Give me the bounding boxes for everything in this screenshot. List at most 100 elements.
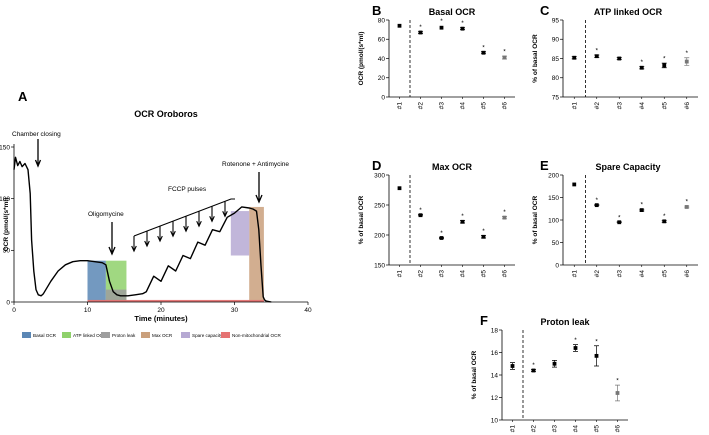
x-tick-label-b: #6 — [502, 102, 509, 110]
chart-title-d: Max OCR — [432, 162, 473, 172]
panel-letter-a: A — [18, 89, 28, 104]
data-point — [617, 220, 622, 225]
x-tick-label-f: #5 — [594, 425, 601, 433]
legend-swatch — [101, 332, 110, 338]
x-tick-label-e: #3 — [616, 270, 623, 278]
x-tick-label-b: #3 — [439, 102, 446, 110]
panel-letter-e: E — [540, 158, 549, 173]
y-axis-label-a: OCR (pmol/(s*ml) — [3, 198, 10, 252]
data-point — [510, 364, 515, 368]
y-axis-label-f: % of basal OCR — [471, 350, 478, 399]
data-point — [572, 182, 577, 187]
y-tick-label-b: 80 — [378, 17, 386, 24]
x-tick-label-c: #1 — [571, 102, 578, 110]
arrow-chamber-closing — [34, 139, 42, 168]
significance-marker: * — [595, 48, 598, 55]
data-point — [684, 205, 689, 209]
x-tick-label-c: #2 — [594, 102, 601, 110]
x-tick-label-e: #2 — [594, 270, 601, 278]
x-tick-label-e: #6 — [684, 270, 691, 278]
data-point — [684, 59, 689, 64]
y-tick-label-e: 100 — [548, 217, 559, 224]
y-tick-label-a: 100 — [0, 196, 10, 203]
x-tick-label-a: 20 — [157, 307, 165, 314]
x-tick-label-a: 10 — [84, 307, 92, 314]
chart-title-f: Proton leak — [540, 317, 590, 327]
region-max-ocr — [249, 206, 264, 302]
y-tick-label-a: 0 — [6, 299, 10, 306]
chart-title-e: Spare Capacity — [595, 162, 660, 172]
data-point — [594, 54, 599, 59]
data-point — [662, 63, 667, 68]
data-point — [460, 219, 465, 224]
x-tick-label-e: #1 — [571, 270, 578, 278]
legend-label: ATP linked OCR — [73, 333, 107, 338]
y-tick-label-c: 85 — [552, 56, 560, 63]
region-proton-leak — [105, 289, 127, 302]
y-tick-label-f: 10 — [491, 417, 499, 424]
legend-label: Non-mitochondrial OCR — [232, 333, 281, 338]
data-point — [502, 55, 507, 60]
significance-marker: * — [461, 213, 464, 220]
fccp-bracket-line — [133, 198, 235, 237]
legend-label: Spare capacity — [192, 333, 223, 338]
x-tick-label-b: #4 — [460, 102, 467, 110]
significance-marker: * — [482, 228, 485, 235]
data-point — [397, 186, 402, 191]
significance-marker: * — [640, 202, 643, 209]
y-axis-label-c: % of basal OCR — [532, 34, 539, 83]
significance-marker: * — [482, 44, 485, 51]
legend-label: Proton leak — [112, 333, 136, 338]
y-tick-label-c: 75 — [552, 94, 560, 101]
significance-marker: * — [419, 24, 422, 31]
data-point — [418, 30, 423, 35]
legend-swatch — [62, 332, 71, 338]
x-tick-label-d: #2 — [418, 270, 425, 278]
y-tick-label-d: 300 — [374, 172, 385, 179]
legend-swatch — [181, 332, 190, 338]
y-tick-label-e: 0 — [555, 262, 559, 269]
x-axis-label-a: Time (minutes) — [134, 314, 188, 323]
y-tick-label-b: 40 — [378, 56, 386, 63]
y-tick-label-b: 60 — [378, 37, 386, 44]
significance-marker: * — [663, 213, 666, 220]
annotation-rotenone-antimycine: Rotenone + Antimycine — [222, 161, 289, 168]
significance-marker: * — [618, 214, 621, 221]
arrow-fccp-pulse — [196, 211, 202, 228]
arrow-fccp-pulse — [222, 201, 228, 218]
significance-marker: * — [440, 230, 443, 237]
data-point — [573, 346, 578, 350]
y-tick-label-f: 14 — [491, 372, 499, 379]
significance-marker: * — [419, 207, 422, 214]
panel-letter-b: B — [372, 3, 381, 18]
data-point — [460, 26, 465, 31]
legend-swatch — [221, 332, 230, 338]
y-tick-label-b: 20 — [378, 75, 386, 82]
x-tick-label-c: #3 — [616, 102, 623, 110]
x-tick-label-d: #3 — [439, 270, 446, 278]
significance-marker: * — [616, 378, 619, 385]
significance-marker: * — [663, 56, 666, 63]
y-tick-label-d: 150 — [374, 262, 385, 269]
significance-marker: * — [640, 59, 643, 66]
data-point — [481, 50, 486, 55]
significance-marker: * — [595, 338, 598, 345]
data-point — [639, 65, 644, 70]
x-tick-label-d: #4 — [460, 270, 467, 278]
data-point — [439, 236, 444, 240]
data-point — [615, 391, 620, 395]
significance-marker: * — [461, 20, 464, 27]
y-tick-label-d: 250 — [374, 202, 385, 209]
arrow-fccp-pulse — [157, 226, 163, 243]
x-tick-label-f: #2 — [531, 425, 538, 433]
data-point — [397, 23, 402, 28]
region-spare-capacity — [230, 211, 250, 256]
chart-title-c: ATP linked OCR — [594, 7, 663, 17]
y-tick-label-e: 200 — [548, 172, 559, 179]
significance-marker: * — [595, 197, 598, 204]
x-tick-label-a: 0 — [12, 307, 16, 314]
x-tick-label-f: #6 — [615, 425, 622, 433]
legend-label: Max OCR — [152, 333, 173, 338]
x-tick-label-d: #5 — [481, 270, 488, 278]
arrow-fccp-pulse — [170, 221, 176, 238]
